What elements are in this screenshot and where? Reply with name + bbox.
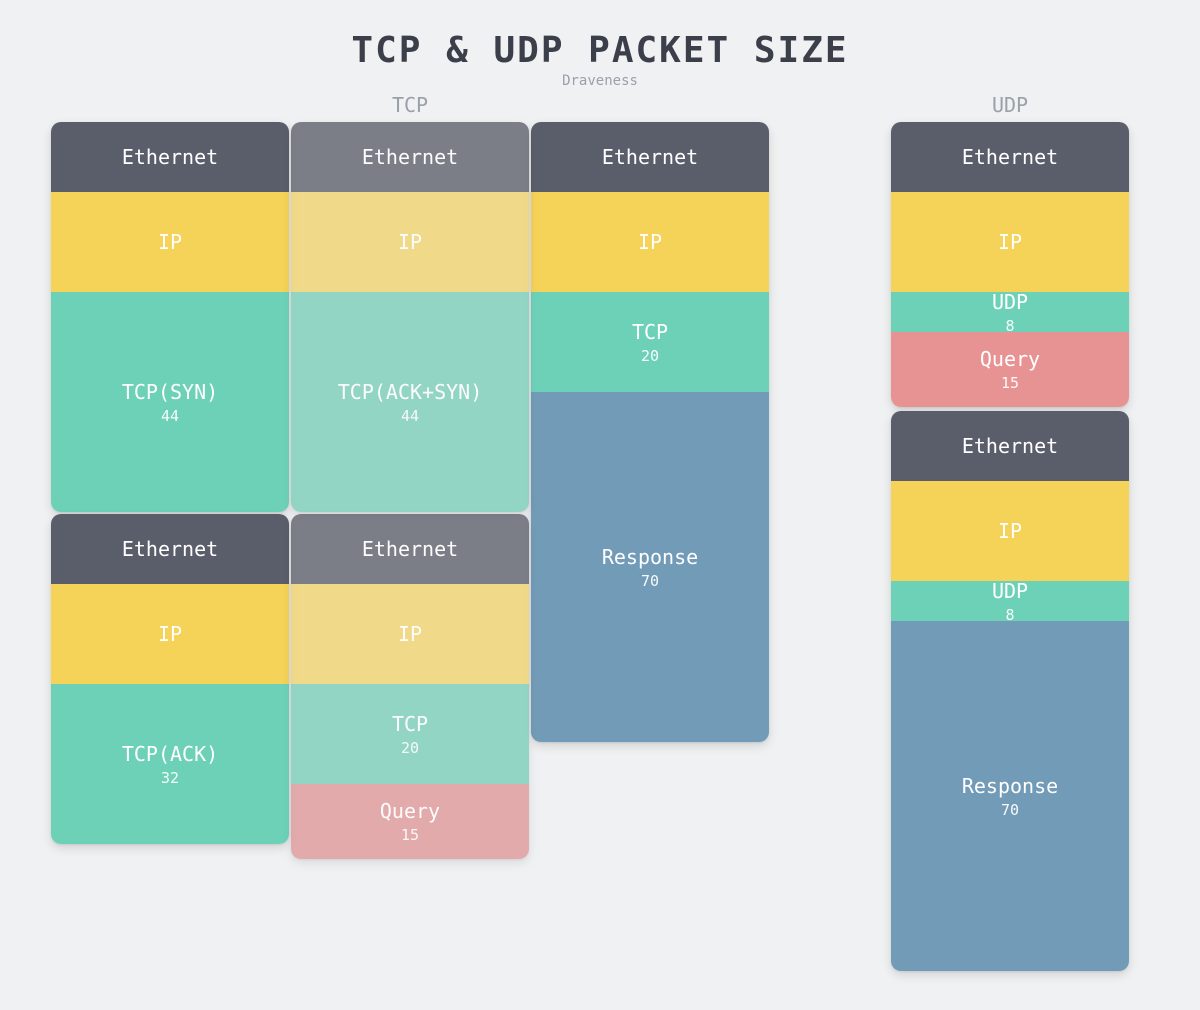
layer-ip: IP	[891, 192, 1129, 292]
layer-size: 8	[1005, 606, 1014, 624]
layer-ip: IP	[891, 481, 1129, 581]
udp-area: EthernetIPUDP8Query15EthernetIPUDP8Respo…	[890, 121, 1130, 972]
page-title: TCP & UDP PACKET SIZE	[50, 30, 1150, 71]
section-headers: TCP UDP	[50, 93, 1150, 121]
layer-tcp: TCP(SYN) 44	[51, 292, 289, 512]
layer-ip: IP	[291, 192, 529, 292]
packet: Ethernet IP TCP 20 Query 15	[291, 514, 529, 859]
diagram-container: TCP & UDP PACKET SIZE Draveness TCP UDP …	[50, 30, 1150, 972]
layer-ethernet: Ethernet	[891, 122, 1129, 192]
layer-label: IP	[398, 622, 422, 647]
layer-label: TCP(SYN)	[122, 380, 218, 405]
layer-label: TCP	[632, 320, 668, 345]
layer-ethernet: Ethernet	[291, 514, 529, 584]
layer-udp: UDP 8	[891, 292, 1129, 332]
layer-response: Response 70	[531, 392, 769, 742]
layer-size: 70	[1001, 801, 1019, 819]
section-header-tcp: TCP	[50, 93, 770, 121]
layer-label: IP	[638, 230, 662, 255]
layer-label: Response	[602, 545, 698, 570]
layer-size: 15	[1001, 374, 1019, 392]
layer-size: 44	[401, 407, 419, 425]
layer-size: 8	[1005, 317, 1014, 335]
layer-tcp: TCP 20	[291, 684, 529, 784]
layer-tcp: TCP(ACK+SYN) 44	[291, 292, 529, 512]
body-wrap: Ethernet IP TCP(SYN) 44 Ethernet IP TCP(ACK+SY…	[50, 121, 1150, 972]
layer-label: IP	[398, 230, 422, 255]
layer-ethernet: Ethernet	[531, 122, 769, 192]
layer-label: UDP	[992, 290, 1028, 315]
layer-label: Query	[980, 347, 1040, 372]
layer-query: Query 15	[291, 784, 529, 859]
layer-ip: IP	[51, 192, 289, 292]
layer-label: Ethernet	[122, 145, 218, 170]
layer-response: Response 70	[891, 621, 1129, 971]
layer-ethernet: Ethernet	[891, 411, 1129, 481]
layer-label: TCP(ACK+SYN)	[338, 380, 483, 405]
layer-size: 20	[401, 739, 419, 757]
packet: Ethernet IP TCP(ACK+SYN) 44	[291, 122, 529, 512]
layer-label: IP	[998, 230, 1022, 255]
layer-ip: IP	[531, 192, 769, 292]
packet: Ethernet IP UDP 8 Response 70	[891, 411, 1129, 971]
layer-ip: IP	[51, 584, 289, 684]
layer-ethernet: Ethernet	[291, 122, 529, 192]
layer-size: 70	[641, 572, 659, 590]
layer-label: Ethernet	[962, 434, 1058, 459]
layer-label: IP	[158, 622, 182, 647]
layer-size: 20	[641, 347, 659, 365]
layer-udp: UDP 8	[891, 581, 1129, 621]
layer-label: Ethernet	[962, 145, 1058, 170]
layer-ip: IP	[291, 584, 529, 684]
layer-label: Ethernet	[362, 537, 458, 562]
layer-label: UDP	[992, 579, 1028, 604]
packet: Ethernet IP TCP 20 Response 70	[531, 122, 769, 742]
layer-label: TCP	[392, 712, 428, 737]
layer-size: 32	[161, 769, 179, 787]
layer-size: 44	[161, 407, 179, 425]
layer-label: Ethernet	[362, 145, 458, 170]
layer-size: 15	[401, 826, 419, 844]
layer-query: Query 15	[891, 332, 1129, 407]
layer-label: Ethernet	[602, 145, 698, 170]
layer-ethernet: Ethernet	[51, 514, 289, 584]
layer-ethernet: Ethernet	[51, 122, 289, 192]
layer-label: Response	[962, 774, 1058, 799]
layer-label: Ethernet	[122, 537, 218, 562]
layer-label: IP	[158, 230, 182, 255]
tcp-area: Ethernet IP TCP(SYN) 44 Ethernet IP TCP(ACK+SY…	[50, 121, 770, 860]
layer-label: Query	[380, 799, 440, 824]
packet: Ethernet IP UDP 8 Query 15	[891, 122, 1129, 407]
layer-label: TCP(ACK)	[122, 742, 218, 767]
packet: Ethernet IP TCP(SYN) 44	[51, 122, 289, 512]
layer-tcp: TCP 20	[531, 292, 769, 392]
page-subtitle: Draveness	[50, 73, 1150, 89]
section-header-udp: UDP	[890, 93, 1130, 121]
layer-tcp: TCP(ACK) 32	[51, 684, 289, 844]
layer-label: IP	[998, 519, 1022, 544]
packet: Ethernet IP TCP(ACK) 32	[51, 514, 289, 844]
